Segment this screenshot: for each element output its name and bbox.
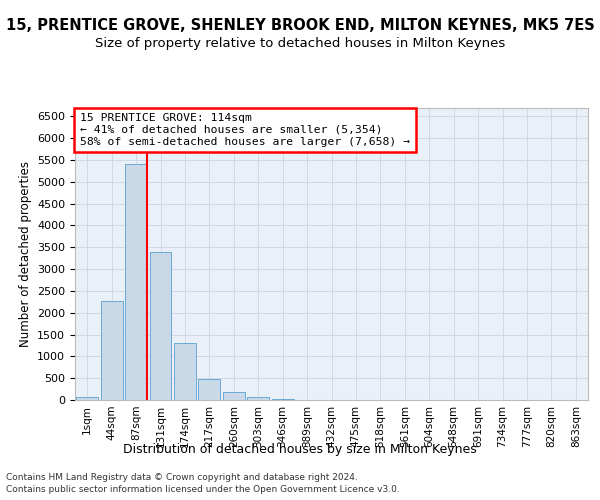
Text: 15 PRENTICE GROVE: 114sqm
← 41% of detached houses are smaller (5,354)
58% of se: 15 PRENTICE GROVE: 114sqm ← 41% of detac…	[80, 114, 410, 146]
Text: Contains public sector information licensed under the Open Government Licence v3: Contains public sector information licen…	[6, 485, 400, 494]
Bar	[149, 252, 172, 400]
Bar	[125, 164, 147, 400]
Text: Distribution of detached houses by size in Milton Keynes: Distribution of detached houses by size …	[123, 442, 477, 456]
Bar	[199, 378, 220, 400]
Bar	[101, 301, 122, 400]
Bar	[223, 392, 245, 400]
Bar	[174, 343, 196, 400]
Bar	[76, 396, 98, 400]
Y-axis label: Number of detached properties: Number of detached properties	[19, 161, 32, 347]
Text: Size of property relative to detached houses in Milton Keynes: Size of property relative to detached ho…	[95, 38, 505, 51]
Text: Contains HM Land Registry data © Crown copyright and database right 2024.: Contains HM Land Registry data © Crown c…	[6, 472, 358, 482]
Bar	[247, 396, 269, 400]
Text: 15, PRENTICE GROVE, SHENLEY BROOK END, MILTON KEYNES, MK5 7ES: 15, PRENTICE GROVE, SHENLEY BROOK END, M…	[5, 18, 595, 32]
Bar	[272, 399, 293, 400]
